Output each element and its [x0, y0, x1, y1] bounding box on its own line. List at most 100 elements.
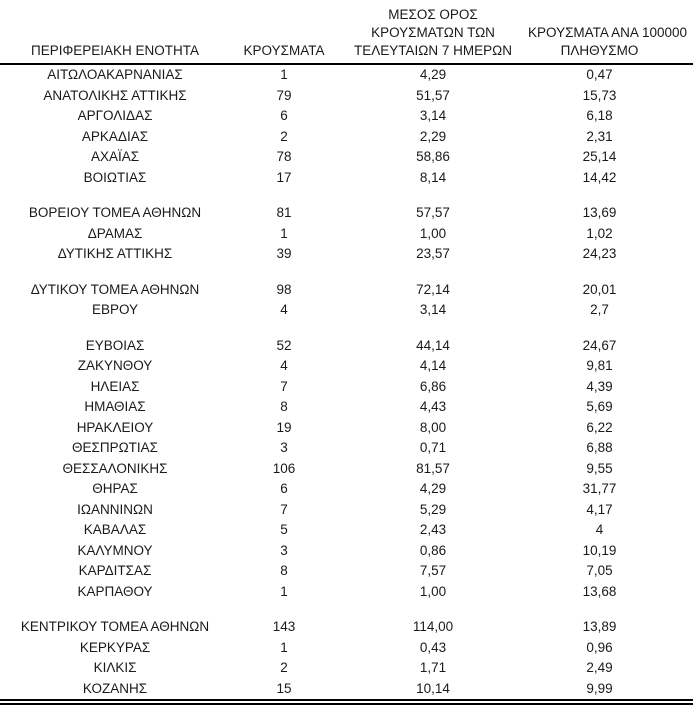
avg7-cell: 4,29: [419, 67, 447, 82]
region-cell: ΚΕΝΤΡΙΚΟΥ ΤΟΜΕΑ ΑΘΗΝΩΝ: [20, 619, 210, 634]
cases-cell: 17: [276, 169, 292, 185]
per100k-cell: 9,81: [586, 358, 613, 373]
col-header-avg7: ΜΕΣΟΣ ΟΡΟΣ ΚΡΟΥΣΜΑΤΩΝ ΤΩΝ ΤΕΛΕΥΤΑΙΩΝ 7 ΗΜΕ…: [338, 6, 528, 65]
col-header-cases: ΚΡΟΥΣΜΑΤΑ: [230, 6, 338, 65]
cases-cell: 8: [280, 399, 288, 414]
avg7-cell: 0,71: [419, 440, 447, 455]
region-cell: ΑΡΚΑΔΙΑΣ: [81, 128, 149, 144]
avg7-cell: 1,71: [419, 660, 447, 675]
per100k-cell: 24,23: [582, 246, 617, 261]
region-cell: ΔΡΑΜΑΣ: [87, 225, 143, 241]
table-row: ΘΗΡΑΣ 6 4,29 31,77: [0, 479, 693, 500]
table-row: ΔΡΑΜΑΣ 1 1,00 1,02: [0, 224, 693, 245]
col-header-per100k: ΚΡΟΥΣΜΑΤΑ ΑΝΑ 100000 ΠΛΗΘΥΣΜΟ: [528, 6, 693, 65]
per100k-cell: 4,17: [586, 501, 613, 517]
col-header-line: ΠΛΗΘΥΣΜΟ: [560, 43, 639, 58]
region-cell: ΗΡΑΚΛΕΙΟΥ: [76, 419, 154, 435]
table-row: ΘΕΣΠΡΩΤΙΑΣ 3 0,71 6,88: [0, 438, 693, 459]
region-cell: ΚΑΒΑΛΑΣ: [83, 522, 147, 537]
table-row: ΒΟΡΕΙΟΥ ΤΟΜΕΑ ΑΘΗΝΩΝ 81 57,57 13,69: [0, 203, 693, 224]
table-row: ΔΥΤΙΚΟΥ ΤΟΜΕΑ ΑΘΗΝΩΝ 98 72,14 20,01: [0, 280, 693, 301]
table-row: ΚΕΡΚΥΡΑΣ 1 0,43 0,96: [0, 638, 693, 659]
col-header-line: ΚΡΟΥΣΜΑΤΑ ΑΝΑ 100000: [528, 25, 687, 40]
table-row: ΚΑΡΠΑΘΟΥ 1 1,00 13,68: [0, 582, 693, 603]
per100k-cell: 10,19: [582, 542, 617, 558]
per100k-cell: 2,7: [590, 302, 609, 317]
table-row: ΚΑΡΔΙΤΣΑΣ 8 7,57 7,05: [0, 561, 693, 582]
table-row: ΑΝΑΤΟΛΙΚΗΣ ΑΤΤΙΚΗΣ 79 51,57 15,73: [0, 86, 693, 107]
avg7-cell: 51,57: [416, 87, 450, 103]
col-header-line: ΤΕΛΕΥΤΑΙΩΝ 7 ΗΜΕΡΩΝ: [354, 43, 512, 58]
avg7-cell: 6,86: [419, 378, 447, 394]
per100k-cell: 25,14: [582, 149, 617, 164]
table-row: ΑΙΤΩΛΟΑΚΑΡΝΑΝΙΑΣ 1 4,29 0,47: [0, 64, 693, 86]
per100k-cell: 1,02: [586, 225, 613, 241]
avg7-cell: 4,43: [419, 399, 447, 414]
avg7-cell: 23,57: [416, 246, 450, 261]
cases-cell: 19: [276, 419, 292, 435]
region-cell: ΚΟΖΑΝΗΣ: [82, 680, 148, 696]
region-cell: ΑΡΓΟΛΙΔΑΣ: [77, 108, 153, 123]
table-row: ΒΟΙΩΤΙΑΣ 17 8,14 14,42: [0, 168, 693, 189]
cases-cell: 1: [280, 225, 288, 241]
cases-cell: 7: [280, 501, 288, 517]
cases-cell: 79: [276, 87, 292, 103]
cases-cell: 2: [280, 660, 288, 675]
table-row: ΑΧΑΪΑΣ 78 58,86 25,14: [0, 147, 693, 168]
avg7-cell: 57,57: [416, 205, 450, 220]
region-cell: ΚΑΡΔΙΤΣΑΣ: [78, 563, 152, 578]
table-row: ΕΒΡΟΥ 4 3,14 2,7: [0, 300, 693, 321]
cases-cell: 4: [280, 302, 288, 317]
group-spacer-row: [0, 265, 693, 280]
table-row: ΔΥΤΙΚΗΣ ΑΤΤΙΚΗΣ 39 23,57 24,23: [0, 244, 693, 265]
region-cell: ΗΛΕΙΑΣ: [90, 378, 140, 394]
avg7-cell: 0,86: [419, 542, 447, 558]
per100k-cell: 7,05: [586, 563, 613, 578]
per100k-cell: 4,39: [586, 378, 613, 394]
cases-cell: 5: [280, 522, 288, 537]
table-header: ΠΕΡΙΦΕΡΕΙΑΚΗ ΕΝΟΤΗΤΑ ΚΡΟΥΣΜΑΤΑ ΜΕΣΟΣ ΟΡΟ…: [0, 6, 693, 65]
per100k-cell: 24,67: [582, 337, 617, 353]
avg7-cell: 0,43: [419, 639, 447, 655]
group-spacer-cell: [0, 265, 693, 280]
cases-cell: 78: [276, 149, 292, 164]
avg7-cell: 8,00: [419, 419, 447, 435]
table-row: ΚΟΖΑΝΗΣ 15 10,14 9,99: [0, 679, 693, 703]
per100k-cell: 0,47: [586, 67, 613, 82]
avg7-cell: 44,14: [416, 337, 450, 353]
region-cell: ΘΗΡΑΣ: [92, 481, 138, 496]
region-cell: ΘΕΣΠΡΩΤΙΑΣ: [71, 440, 159, 455]
cases-cell: 6: [280, 481, 288, 496]
avg7-cell: 4,14: [419, 358, 447, 373]
avg7-cell: 10,14: [416, 680, 450, 696]
col-header-line: ΚΡΟΥΣΜΑΤΩΝ ΤΩΝ: [371, 25, 495, 40]
cases-cell: 8: [280, 563, 288, 578]
region-cell: ΚΕΡΚΥΡΑΣ: [79, 639, 151, 655]
table-row: ΙΩΑΝΝΙΝΩΝ 7 5,29 4,17: [0, 500, 693, 521]
per100k-cell: 0,96: [586, 639, 613, 655]
per100k-cell: 5,69: [586, 399, 613, 414]
per100k-cell: 14,42: [582, 169, 617, 185]
cases-cell: 6: [280, 108, 288, 123]
table-row: ΕΥΒΟΙΑΣ 52 44,14 24,67: [0, 336, 693, 357]
table-row: ΖΑΚΥΝΘΟΥ 4 4,14 9,81: [0, 356, 693, 377]
col-header-region: ΠΕΡΙΦΕΡΕΙΑΚΗ ΕΝΟΤΗΤΑ: [0, 6, 230, 65]
cases-cell: 81: [276, 205, 292, 220]
region-cell: ΑΝΑΤΟΛΙΚΗΣ ΑΤΤΙΚΗΣ: [43, 87, 187, 103]
per100k-cell: 2,31: [586, 128, 613, 144]
per100k-cell: 13,68: [582, 583, 617, 599]
table-row: ΑΡΚΑΔΙΑΣ 2 2,29 2,31: [0, 127, 693, 148]
table-row: ΑΡΓΟΛΙΔΑΣ 6 3,14 6,18: [0, 106, 693, 127]
header-row: ΠΕΡΙΦΕΡΕΙΑΚΗ ΕΝΟΤΗΤΑ ΚΡΟΥΣΜΑΤΑ ΜΕΣΟΣ ΟΡΟ…: [0, 6, 693, 65]
group-spacer-row: [0, 602, 693, 617]
cases-cell: 2: [280, 128, 288, 144]
table-row: ΚΑΒΑΛΑΣ 5 2,43 4: [0, 520, 693, 541]
avg7-cell: 3,14: [419, 302, 447, 317]
col-header-line: ΠΕΡΙΦΕΡΕΙΑΚΗ ΕΝΟΤΗΤΑ: [30, 43, 200, 58]
region-cell: ΔΥΤΙΚΟΥ ΤΟΜΕΑ ΑΘΗΝΩΝ: [30, 281, 200, 297]
avg7-cell: 72,14: [416, 281, 450, 297]
group-spacer-row: [0, 188, 693, 203]
table-row: ΘΕΣΣΑΛΟΝΙΚΗΣ 106 81,57 9,55: [0, 459, 693, 480]
cases-cell: 143: [272, 619, 296, 634]
